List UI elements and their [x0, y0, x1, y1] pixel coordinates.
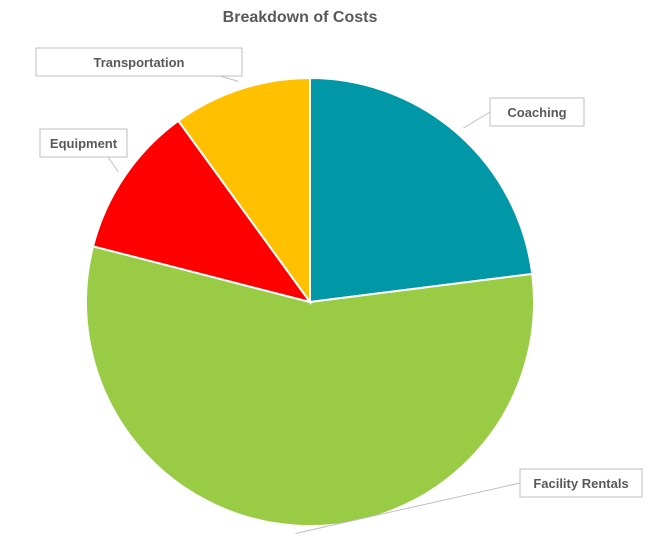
- slices-layer: [85, 76, 535, 528]
- data-label: Coaching: [507, 105, 566, 120]
- callout-box: [489, 97, 585, 127]
- pie-slice-facility-rentals: [85, 245, 535, 528]
- data-label: Facility Rentals: [533, 476, 628, 491]
- callout-box: [519, 468, 643, 498]
- data-label: Transportation: [93, 55, 184, 70]
- callout-leader-line: [295, 482, 521, 534]
- data-label: Equipment: [50, 136, 118, 151]
- callout-box: [39, 128, 128, 158]
- pie-slice-equipment: [91, 119, 313, 304]
- pie-slice-coaching: [309, 76, 534, 304]
- callout-box: [35, 47, 243, 77]
- callouts-layer: Coaching Facility Rentals Equipment Transpo…: [35, 47, 643, 534]
- callout-leader-line: [107, 156, 119, 172]
- callout-leader-line: [219, 75, 239, 82]
- callout-leader-line: [463, 111, 491, 129]
- pie-slice-transportation: [176, 76, 311, 306]
- chart-title: Breakdown of Costs: [223, 9, 378, 26]
